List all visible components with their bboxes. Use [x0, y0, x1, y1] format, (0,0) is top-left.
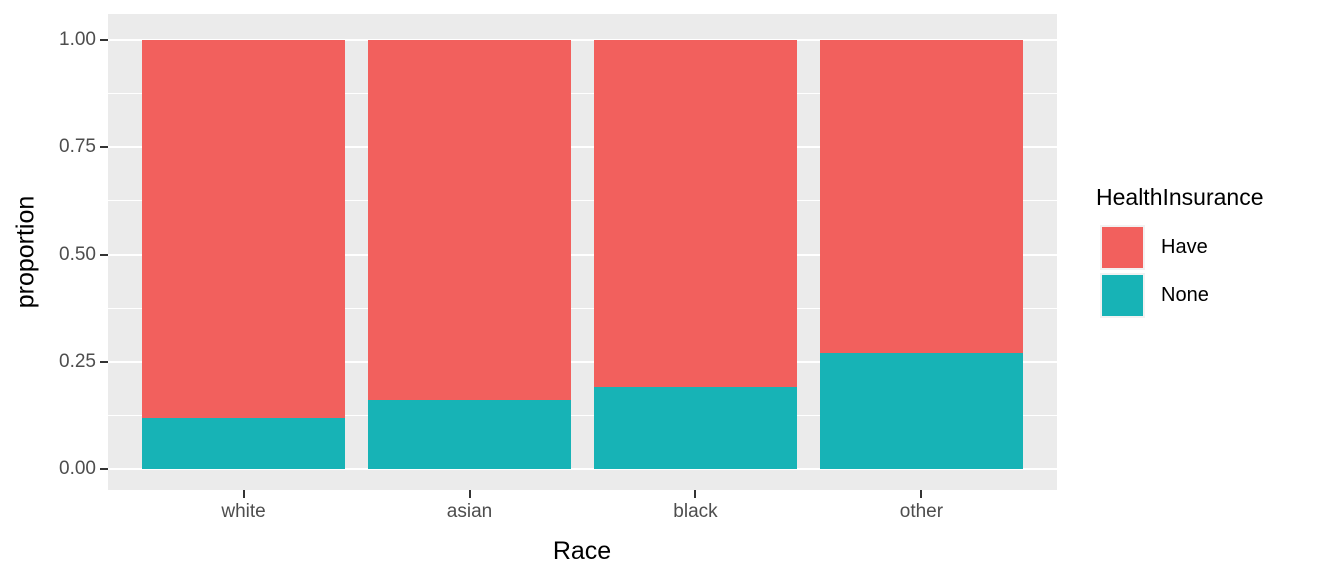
- y-tick-label: 0.75: [59, 136, 96, 158]
- x-tick-label-black: black: [673, 501, 718, 522]
- bar-segment-none-other: [819, 353, 1024, 469]
- legend-label-none: None: [1161, 284, 1209, 306]
- x-tick-label-white: white: [221, 501, 266, 522]
- major-gridline: [108, 146, 1057, 149]
- bar-segment-have-black: [593, 40, 798, 388]
- bar-segment-none-black: [593, 387, 798, 469]
- bar-segment-have-other: [819, 40, 1024, 354]
- bar-segment-none-white: [141, 417, 346, 469]
- x-tick-mark: [242, 490, 245, 498]
- legend-item-have: Have: [1100, 225, 1264, 270]
- legend-item-none: None: [1100, 273, 1264, 318]
- y-tick-mark: [100, 146, 108, 149]
- legend-items: Have None: [1094, 225, 1264, 318]
- y-tick-label: 0.00: [59, 458, 96, 479]
- x-tick-mark: [468, 490, 471, 498]
- plot-panel: [108, 14, 1057, 490]
- y-tick-mark: [100, 253, 108, 256]
- y-tick-mark: [100, 468, 108, 470]
- major-gridline: [108, 253, 1057, 256]
- minor-gridline: [108, 307, 1057, 309]
- x-axis-title: Race: [552, 537, 612, 565]
- y-tick-mark: [100, 39, 108, 41]
- minor-gridline: [108, 200, 1057, 202]
- y-tick-mark: [100, 360, 108, 363]
- legend-title: HealthInsurance: [1096, 184, 1264, 210]
- major-gridline: [108, 468, 1057, 470]
- legend-label-have: Have: [1161, 236, 1208, 258]
- y-tick-label: 0.25: [59, 350, 96, 372]
- minor-gridline: [108, 93, 1057, 95]
- legend-swatch-none: [1100, 273, 1145, 318]
- x-tick-mark: [920, 490, 923, 498]
- legend-swatch-have: [1100, 225, 1145, 270]
- major-gridline: [108, 360, 1057, 363]
- bar-segment-have-white: [141, 40, 346, 418]
- minor-gridline: [108, 414, 1057, 416]
- x-tick-mark: [694, 490, 697, 498]
- x-tick-label-other: other: [899, 501, 944, 522]
- y-tick-label: 1.00: [59, 29, 96, 50]
- legend: HealthInsurance Have None: [1094, 184, 1264, 321]
- bar-segment-none-asian: [367, 400, 572, 469]
- y-axis-title: proportion: [11, 195, 40, 309]
- x-tick-label-asian: asian: [446, 501, 493, 522]
- y-tick-label: 0.50: [59, 243, 96, 265]
- bar-segment-have-asian: [367, 40, 572, 401]
- major-gridline: [108, 39, 1057, 41]
